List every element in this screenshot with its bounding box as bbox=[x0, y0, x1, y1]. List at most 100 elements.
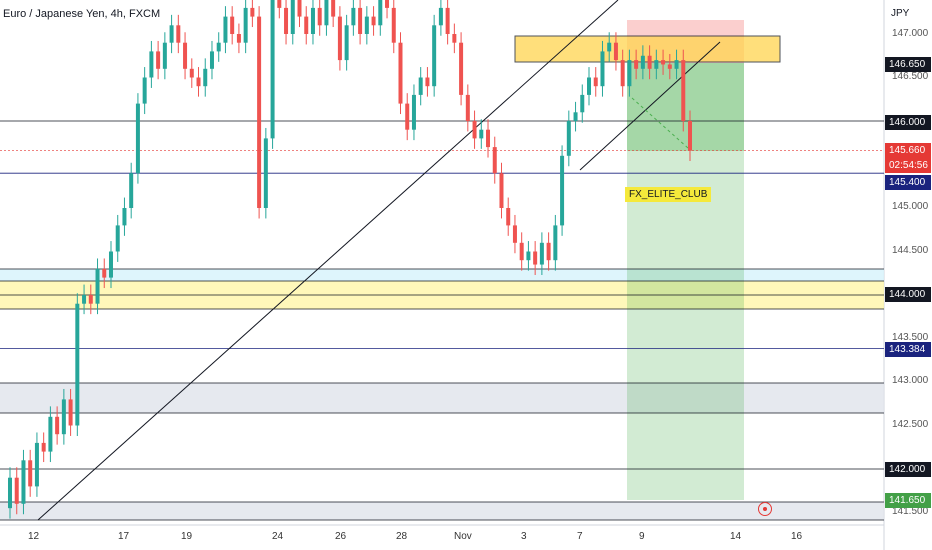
candle-body bbox=[55, 416, 60, 435]
candle-body bbox=[640, 55, 645, 69]
time-label: 16 bbox=[791, 531, 803, 542]
candle-body bbox=[681, 60, 686, 121]
candle-body bbox=[425, 77, 430, 87]
candle-body bbox=[566, 121, 571, 156]
demand-zone-upper bbox=[0, 269, 884, 281]
candle-body bbox=[647, 55, 652, 69]
target-zone-filled bbox=[627, 63, 744, 151]
candle-body bbox=[82, 295, 87, 304]
candle-body bbox=[290, 0, 295, 34]
candle-body bbox=[465, 94, 470, 121]
candle-body bbox=[61, 399, 66, 435]
candle-body bbox=[108, 251, 113, 278]
price-tag-level: 145.400 bbox=[885, 175, 931, 190]
candle-body bbox=[512, 225, 517, 243]
candle-body bbox=[661, 60, 666, 65]
candle-body bbox=[129, 173, 134, 208]
candle-body bbox=[411, 94, 416, 130]
time-label: 3 bbox=[521, 531, 527, 542]
time-label: 17 bbox=[118, 531, 130, 542]
candle-body bbox=[189, 68, 194, 78]
candle-body bbox=[122, 208, 127, 226]
candle-body bbox=[587, 77, 592, 95]
candle-body bbox=[277, 0, 282, 8]
candle-body bbox=[546, 242, 551, 261]
price-tag-level: 144.000 bbox=[885, 287, 931, 302]
grey-zone-bottom bbox=[0, 502, 884, 520]
candle-body bbox=[14, 477, 19, 504]
trend-line bbox=[37, 0, 619, 521]
candle-body bbox=[351, 7, 356, 26]
candle-body bbox=[142, 77, 147, 104]
time-label: Nov bbox=[454, 531, 472, 542]
price-label: 143.500 bbox=[892, 332, 929, 343]
candle-body bbox=[654, 60, 659, 69]
price-label: 146.500 bbox=[892, 71, 929, 82]
last-price-tag: 145.660 bbox=[885, 143, 931, 158]
candle-body bbox=[257, 16, 262, 208]
price-tag-level: 143.384 bbox=[885, 342, 931, 357]
candle-body bbox=[533, 251, 538, 265]
time-label: 19 bbox=[181, 531, 193, 542]
candle-body bbox=[593, 77, 598, 87]
candle-body bbox=[486, 129, 491, 148]
time-label: 12 bbox=[28, 531, 40, 542]
currency-label: JPY bbox=[891, 8, 910, 19]
price-label: 147.000 bbox=[892, 28, 929, 39]
candle-body bbox=[263, 138, 268, 208]
candle-body bbox=[317, 7, 322, 26]
candle-body bbox=[492, 147, 497, 174]
candle-body bbox=[378, 0, 383, 26]
candle-body bbox=[391, 7, 396, 43]
time-label: 28 bbox=[396, 531, 408, 542]
candle-body bbox=[243, 7, 248, 43]
candle-body bbox=[526, 251, 531, 261]
candle-body bbox=[580, 94, 585, 113]
candle-body bbox=[539, 242, 544, 265]
candle-body bbox=[331, 0, 336, 17]
candle-body bbox=[162, 42, 167, 69]
channel-line bbox=[579, 41, 721, 171]
candle-body bbox=[149, 51, 154, 78]
candle-body bbox=[48, 416, 53, 452]
candle-body bbox=[459, 42, 464, 95]
candle-body bbox=[236, 34, 241, 43]
grey-zone bbox=[0, 383, 884, 413]
candle-body bbox=[203, 68, 208, 87]
candle-body bbox=[519, 242, 524, 261]
candle-body bbox=[364, 16, 369, 34]
time-label: 26 bbox=[335, 531, 347, 542]
candle-body bbox=[405, 103, 410, 130]
projection-line bbox=[631, 97, 689, 149]
candle-body bbox=[506, 208, 511, 226]
candle-body bbox=[250, 7, 255, 17]
candle-body bbox=[209, 51, 214, 69]
candle-body bbox=[41, 442, 46, 452]
target-price-tag: 141.650 bbox=[885, 493, 931, 508]
candle-body bbox=[499, 173, 504, 208]
candle-body bbox=[607, 42, 612, 52]
candle-body bbox=[28, 460, 33, 487]
candle-body bbox=[169, 25, 174, 43]
candle-body bbox=[620, 60, 625, 87]
price-label: 143.000 bbox=[892, 375, 929, 386]
price-label: 141.500 bbox=[892, 506, 929, 517]
watermark-label: FX_ELITE_CLUB bbox=[625, 187, 712, 202]
candle-body bbox=[95, 268, 100, 304]
candle-body bbox=[472, 121, 477, 139]
candle-body bbox=[297, 0, 302, 17]
candle-body bbox=[284, 7, 289, 35]
alert-icon[interactable] bbox=[758, 502, 772, 516]
candle-body bbox=[560, 155, 565, 226]
price-tag-level: 146.000 bbox=[885, 115, 931, 130]
chart-title: Euro / Japanese Yen, 4h, FXCM bbox=[3, 8, 161, 20]
candle-body bbox=[88, 295, 93, 304]
candle-body bbox=[337, 16, 342, 61]
candle-body bbox=[310, 7, 315, 35]
candle-body bbox=[156, 51, 161, 69]
price-label: 142.500 bbox=[892, 419, 929, 430]
time-label: 7 bbox=[577, 531, 583, 542]
candle-body bbox=[479, 129, 484, 139]
